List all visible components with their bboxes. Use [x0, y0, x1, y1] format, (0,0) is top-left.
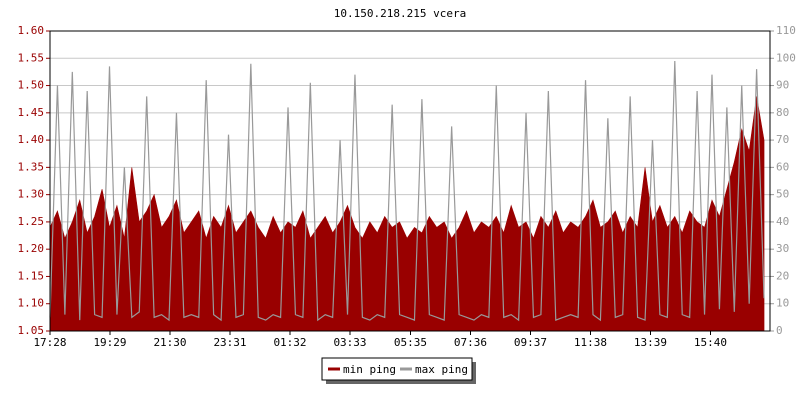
plot-frame: [49, 30, 771, 332]
legend-label: max ping: [415, 363, 468, 376]
y-tick-label: 1.50: [18, 79, 45, 92]
y-tick-label: 1.45: [18, 106, 45, 119]
y2-tick-label: 60: [776, 160, 789, 173]
y-tick-label: 1.60: [18, 24, 45, 37]
x-tick-label: 17:28: [33, 336, 66, 349]
y2-tick-label: 0: [776, 324, 783, 337]
x-tick-label: 15:40: [694, 336, 727, 349]
y2-tick-label: 40: [776, 215, 789, 228]
x-tick-label: 21:30: [153, 336, 186, 349]
y2-tick-label: 70: [776, 133, 789, 146]
x-tick-label: 13:39: [634, 336, 667, 349]
x-tick-label: 09:37: [514, 336, 547, 349]
legend: [321, 357, 476, 384]
y2-tick-label: 50: [776, 188, 789, 201]
chart-title: 10.150.218.215 vcera: [334, 7, 466, 20]
x-tick-label: 01:32: [273, 336, 306, 349]
y2-tick-label: 80: [776, 106, 789, 119]
legend-label: min ping: [343, 363, 396, 376]
y2-tick-label: 30: [776, 242, 789, 255]
y-tick-label: 1.55: [18, 51, 45, 64]
y-tick-label: 1.10: [18, 297, 45, 310]
y-tick-label: 1.35: [18, 160, 45, 173]
y2-tick-label: 100: [776, 51, 796, 64]
y-tick-label: 1.15: [18, 269, 45, 282]
y2-tick-label: 90: [776, 79, 789, 92]
y2-tick-label: 110: [776, 24, 796, 37]
y-tick-label: 1.40: [18, 133, 45, 146]
x-tick-label: 03:33: [333, 336, 366, 349]
x-tick-label: 19:29: [93, 336, 126, 349]
max-ping-line: [49, 60, 765, 322]
y-tick-label: 1.20: [18, 242, 45, 255]
y2-tick-label: 20: [776, 269, 789, 282]
x-tick-label: 07:36: [454, 336, 487, 349]
legend-box: [321, 357, 473, 381]
x-tick-label: 23:31: [213, 336, 246, 349]
x-tick-label: 05:35: [394, 336, 427, 349]
y2-tick-label: 10: [776, 297, 789, 310]
y-tick-label: 1.25: [18, 215, 45, 228]
y-tick-label: 1.30: [18, 188, 45, 201]
y-tick-label: 1.05: [18, 324, 45, 337]
x-tick-label: 11:38: [574, 336, 607, 349]
